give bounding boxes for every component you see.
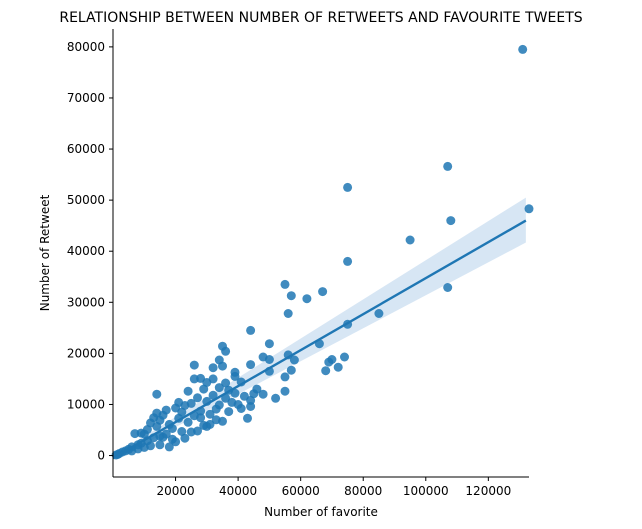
data-point	[280, 372, 290, 382]
data-point	[161, 405, 171, 415]
y-tick-label: 40000	[67, 244, 105, 258]
data-point	[155, 440, 165, 450]
data-point	[343, 256, 353, 266]
data-point	[280, 386, 290, 396]
y-axis-label: Number of Retweet	[38, 194, 52, 311]
x-tick-label: 40000	[219, 484, 257, 498]
data-point	[446, 216, 456, 226]
data-point	[333, 362, 343, 372]
data-point	[524, 204, 534, 214]
data-point	[139, 429, 149, 439]
data-point	[221, 378, 231, 388]
data-point	[177, 427, 187, 436]
y-axis-ticks: 0 10000 20000 30000 40000 50000 60000 70000 8000…	[67, 40, 113, 463]
data-point	[324, 357, 334, 367]
data-point	[239, 391, 249, 401]
x-tick-label: 120000	[465, 484, 511, 498]
data-point	[271, 393, 281, 403]
data-point	[158, 432, 168, 442]
x-tick-label: 60000	[282, 484, 320, 498]
y-tick-label: 10000	[67, 397, 105, 411]
x-tick-label: 80000	[344, 484, 382, 498]
y-tick-label: 50000	[67, 193, 105, 207]
data-point	[518, 44, 528, 54]
x-tick-label: 20000	[156, 484, 194, 498]
data-point	[180, 433, 190, 443]
data-point	[246, 402, 256, 411]
data-point	[208, 390, 218, 400]
data-point	[152, 389, 162, 399]
data-point	[218, 361, 227, 371]
data-point	[280, 279, 290, 289]
data-point	[286, 365, 296, 375]
data-point	[343, 182, 353, 192]
data-point	[208, 363, 218, 373]
data-point	[152, 421, 162, 431]
data-point	[183, 417, 193, 427]
data-point	[211, 404, 221, 414]
data-point	[186, 427, 196, 437]
data-point	[374, 309, 384, 318]
plot-area	[111, 44, 534, 461]
data-point	[289, 355, 299, 365]
data-point	[230, 371, 240, 381]
data-point	[246, 360, 256, 370]
y-tick-label: 20000	[67, 346, 105, 360]
data-point	[340, 352, 349, 362]
y-tick-label: 80000	[67, 40, 105, 54]
data-point	[193, 393, 202, 403]
data-point	[283, 309, 293, 318]
data-point	[318, 287, 328, 297]
data-point	[243, 413, 252, 423]
data-point	[230, 388, 240, 398]
data-point	[246, 325, 256, 335]
data-point	[249, 389, 259, 399]
data-point	[302, 294, 312, 304]
data-point	[264, 339, 274, 349]
data-point	[186, 398, 196, 408]
data-point	[189, 374, 199, 384]
y-tick-label: 0	[97, 449, 105, 463]
data-point	[164, 442, 174, 452]
y-tick-label: 70000	[67, 91, 105, 105]
data-point	[205, 419, 215, 429]
data-point	[443, 283, 453, 292]
data-point	[405, 235, 415, 245]
data-point	[224, 407, 234, 417]
data-point	[221, 346, 231, 356]
data-point	[227, 397, 237, 407]
x-axis-ticks: 20000 40000 60000 80000 100000 120000	[156, 477, 511, 498]
data-point	[211, 415, 221, 425]
data-point	[171, 437, 181, 447]
y-tick-label: 30000	[67, 295, 105, 309]
x-axis-label: Number of favorite	[264, 505, 378, 519]
chart-title: RELATIONSHIP BETWEEN NUMBER OF RETWEETS …	[59, 10, 582, 26]
data-point	[321, 366, 331, 376]
data-point	[258, 389, 268, 399]
data-point	[205, 409, 215, 419]
data-point	[264, 355, 274, 364]
data-point	[236, 404, 246, 413]
data-point	[214, 383, 224, 393]
data-point	[443, 161, 453, 171]
data-point	[199, 384, 209, 394]
data-point	[183, 386, 193, 396]
regression-line	[112, 219, 527, 460]
x-tick-label: 100000	[403, 484, 449, 498]
data-point	[196, 413, 206, 423]
data-point	[286, 291, 296, 301]
y-tick-label: 60000	[67, 142, 105, 156]
data-point	[189, 360, 199, 370]
